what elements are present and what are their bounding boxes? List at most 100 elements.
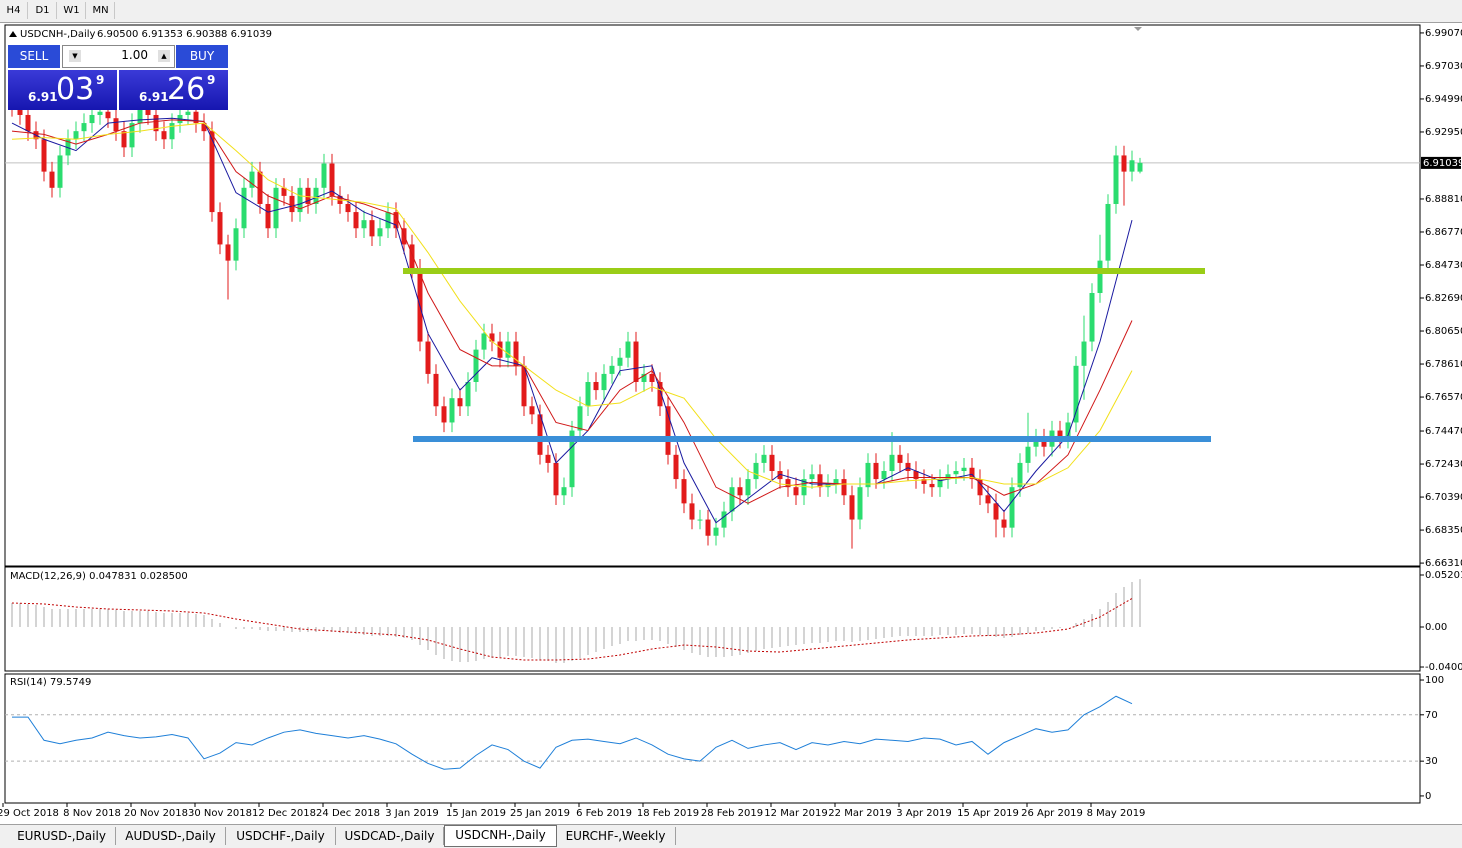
buy-button[interactable]: BUY: [176, 45, 228, 68]
x-tick-label: 20 Nov 2018: [124, 808, 188, 819]
y-tick-label: 6.68350: [1425, 525, 1462, 536]
candle-body: [905, 462, 911, 472]
candle-body: [249, 171, 255, 188]
trade-panel: SELL ▼ 1.00 ▲ BUY 6.91 03 9 6.91 26 9: [8, 45, 229, 111]
chart: 6.99070 6.97030 6.94990 6.92950 6.88810 6.867…: [0, 24, 1462, 819]
chart-tab[interactable]: USDCHF-,Daily: [226, 827, 336, 845]
candle-body: [449, 398, 455, 423]
timeframe[interactable]: H4: [0, 2, 28, 19]
candle-body: [273, 187, 279, 229]
x-tick-label: 3 Jan 2019: [385, 808, 439, 819]
candle-body: [585, 381, 591, 407]
chart-tab[interactable]: AUDUSD-,Daily: [116, 827, 226, 845]
candle-body: [513, 341, 519, 366]
y-tick-label: 6.86770: [1425, 227, 1462, 238]
candle-body: [577, 406, 583, 431]
candle-body: [17, 106, 23, 115]
candle-body: [1041, 438, 1047, 447]
candle-body: [81, 123, 87, 132]
y-tick-label: 6.74470: [1425, 426, 1462, 437]
candle-body: [97, 111, 103, 115]
chart-title: USDCNH-,Daily: [20, 29, 96, 40]
candle-body: [89, 114, 95, 124]
chart-tab[interactable]: USDCNH-,Daily: [444, 825, 557, 847]
candle-body: [897, 454, 903, 463]
x-tick-label: 12 Dec 2018: [252, 808, 316, 819]
ohlc-values: 6.90500 6.91353 6.90388 6.91039: [97, 29, 272, 40]
candle-body: [705, 519, 711, 536]
y-tick-label: 30: [1425, 756, 1438, 767]
ask-box[interactable]: 6.91 26 9: [119, 70, 228, 110]
y-tick-label: 6.84730: [1425, 260, 1462, 271]
candle-body: [881, 471, 887, 480]
candle-body: [41, 139, 47, 172]
candle-body: [1001, 519, 1007, 528]
candle-body: [1057, 430, 1063, 439]
candle-body: [353, 212, 359, 229]
lot-up[interactable]: ▲: [158, 50, 170, 62]
sell-button[interactable]: SELL: [8, 45, 60, 68]
chart-tab[interactable]: EURCHF-,Weekly: [556, 827, 676, 845]
candle-body: [785, 479, 791, 488]
candle-body: [873, 462, 879, 480]
candle-body: [457, 398, 463, 407]
candle-body: [793, 487, 799, 496]
candle-body: [681, 479, 687, 504]
y-tick-label: 6.66310: [1425, 558, 1462, 569]
candle-body: [497, 341, 503, 358]
chart-tabs: EURUSD-,Daily AUDUSD-,Daily USDCHF-,Daily U…: [0, 824, 1462, 848]
candle-body: [465, 381, 471, 407]
candle-body: [865, 462, 871, 488]
x-tick-label: 24 Dec 2018: [316, 808, 380, 819]
candle-body: [401, 228, 407, 245]
title-marker: [9, 31, 17, 37]
timeframe[interactable]: D1: [29, 2, 57, 19]
candle-body: [833, 479, 839, 484]
candle-body: [529, 406, 535, 415]
x-tick-label: 15 Apr 2019: [957, 808, 1019, 819]
candle-body: [473, 349, 479, 382]
x-tick-label: 30 Nov 2018: [188, 808, 252, 819]
x-tick-label: 28 Feb 2019: [701, 808, 763, 819]
candle-body: [641, 373, 647, 382]
candle-body: [201, 123, 207, 132]
timeframe[interactable]: W1: [58, 2, 86, 19]
candle-body: [281, 187, 287, 196]
chart-tab[interactable]: USDCAD-,Daily: [336, 827, 444, 845]
candle-body: [321, 163, 327, 188]
y-tick-label: 6.70390: [1425, 492, 1462, 503]
rsi-panel: [4, 673, 1421, 804]
candle-body: [297, 187, 303, 213]
x-tick-label: 25 Jan 2019: [510, 808, 570, 819]
candle-body: [761, 454, 767, 463]
candle-body: [1097, 260, 1103, 293]
candle-body: [1017, 462, 1023, 488]
candle-body: [305, 187, 311, 204]
lot-input[interactable]: ▼ 1.00 ▲: [62, 45, 175, 68]
candle-body: [777, 471, 783, 480]
candle-body: [73, 131, 79, 140]
candle-body: [553, 462, 559, 496]
bid-box[interactable]: 6.91 03 9: [8, 70, 117, 110]
candle-body: [433, 373, 439, 407]
candle-body: [977, 479, 983, 496]
candle-body: [1033, 438, 1039, 447]
chart-tab[interactable]: EURUSD-,Daily: [8, 827, 116, 845]
y-tick-label: 6.99070: [1425, 28, 1462, 39]
candle-body: [945, 474, 951, 480]
timeframe[interactable]: MN: [87, 2, 115, 19]
candle-body: [265, 203, 271, 229]
candle-body: [169, 123, 175, 140]
candle-body: [289, 195, 295, 213]
candle-body: [313, 187, 319, 204]
candle-body: [633, 341, 639, 382]
lot-down[interactable]: ▼: [69, 50, 81, 62]
candle-body: [745, 479, 751, 496]
candle-body: [809, 474, 815, 480]
candle-body: [697, 519, 703, 521]
candle-body: [537, 414, 543, 455]
candle-body: [57, 155, 63, 188]
candle-body: [489, 333, 495, 342]
candle-body: [153, 114, 159, 132]
candle-body: [113, 118, 119, 132]
